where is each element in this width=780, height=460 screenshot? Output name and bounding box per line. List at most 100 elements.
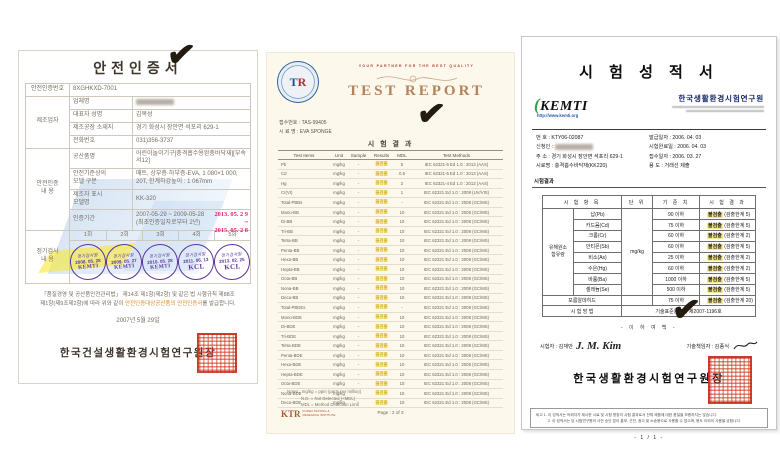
inspection-stamp: 정기검사필 2008. 05. 28 KEMTI [68, 242, 108, 282]
table-row: Hexa-BB mg/kg - 불검출 10 IEC 62321 Ed 1.0 : 200… [278, 254, 503, 265]
checkmark-annotation: ✔ [415, 93, 448, 135]
inspection-stamp: 정기검사필 2011. 06. 13 KCL [176, 242, 216, 282]
report-meta: 접수번호 : TAS-99405 시 료 명 : EVA SPONGE [279, 120, 332, 135]
table-row: Cd mg/kg - 불검출 0.5 IEC 62321-5 Ed 1.0 : 2013 … [278, 169, 503, 180]
results-table-title: 시 험 결 과 [367, 141, 414, 148]
table-row: Hg mg/kg - 불검출 2 IEC 62321-4 Ed 1.0 : 2013 (A… [278, 178, 503, 189]
field-row: 시료명 : 충격흡수바닥재(KK220) [536, 163, 608, 170]
table-row: Deca-BDE mg/kg - 불검출 10 IEC 62321 Ed 1.0 : 20… [278, 398, 503, 409]
receipt-no: TAS-99405 [301, 120, 327, 126]
table-row: Tri-BDE mg/kg - 불검출 10 IEC 62321 Ed 1.0 : 200… [278, 331, 503, 342]
tester-signature: 시험자 : 김재만 J. M. Kim [540, 340, 622, 353]
inspection-rounds-header: 1회 2회 3회 4회 5회 [70, 230, 250, 242]
table-row: 유해원소 함유량 납(Pb) mg/kg 90 이하 불검출 (검출한계 5) [542, 208, 756, 296]
table-row: Total-PBBs mg/kg - 불검출 - IEC 62321 Ed 1.0 : 2… [278, 197, 503, 208]
field-row: 번 호 : KTY06-02087 [536, 135, 584, 141]
institute-block: 한국생활환경시험연구원 [672, 93, 764, 112]
blank-notice: - 이 하 여 백 - [620, 325, 678, 332]
legal-statement: 「품질경영 및 공산품안전관리법」 제14조 제1항(제2항) 및 같은 법 시… [40, 292, 236, 307]
table-row: Total-PBDEs mg/kg - 불검출 - IEC 62321 Ed 1.0 : … [278, 302, 503, 313]
sample-name: EVA SPONGE [299, 128, 332, 135]
official-seal [197, 333, 237, 374]
page-indicator: Page : 2 of 3 [377, 410, 404, 415]
ktr-footer-logo: KTR KOREA TESTING & RESEARCH INSTITUTE [281, 409, 336, 419]
table-row: 제조공장 소재지 경기 화성시 장안면 석포리 629-1 [26, 121, 251, 136]
phone-line-blurred [686, 109, 764, 112]
table-row: Nona-BDE mg/kg - 불검출 10 IEC 62321 Ed 1.0 : 20… [278, 388, 503, 399]
flourish-decoration [325, 70, 508, 88]
table-row: 제조업자 업체명 [25, 95, 251, 149]
table-row: Penta-BB mg/kg - 불검출 10 IEC 62321 Ed 1.0 : 20… [278, 245, 503, 256]
table-row: Nona-BB mg/kg - 불검출 10 IEC 62321 Ed 1.0 : 200… [278, 283, 503, 294]
field-row: 주 소 : 경기 화성시 장안면 석포리 629-1 [536, 153, 623, 160]
table-row: 포름알데히드 75 이하 불검출 (검출한계 20) [541, 294, 756, 307]
table-row: Hepta-BB mg/kg - 불검출 10 IEC 62321 Ed 1.0 : 20… [278, 264, 503, 275]
checkmark-annotation: ✔ [165, 34, 198, 76]
field-row: 시험완료일 : 2006. 04. 03 [649, 144, 707, 151]
table-row: 안전인증 내 용 공산품명 어린이놀이기구[충격흡수용완충바닥재][부속서12] [25, 147, 251, 231]
safety-certificate-document: ✔ 안전인증서 안전인증번호 8XGHKXD-7001 제조업자 업체명 대표자 성… [18, 35, 258, 384]
table-row: Tri-BB mg/kg - 불검출 10 IEC 62321 Ed 1.0 : 2008… [278, 226, 503, 237]
issuer-name: 한국건설생활환경시험연구원장 [59, 347, 217, 360]
inspection-stamp: 정기검사필 2010. 05. 28 KEMTI [140, 242, 180, 282]
table-row: Deca-BB mg/kg - 불검출 10 IEC 62321 Ed 1.0 : 200… [278, 293, 503, 304]
table-row: Cr(VI) mg/kg - 불검출 1 IEC 62321 Ed 1.0 : 2008 … [278, 188, 503, 199]
signature-scribble [733, 341, 758, 350]
table-row: Hexa-BDE mg/kg - 불검출 10 IEC 62321 Ed 1.0 : 20… [278, 359, 503, 371]
table-row: Octa-BDE mg/kg - 불검출 10 IEC 62321 Ed 1.0 : 20… [278, 379, 503, 390]
highlighted-phrase: 안전인증대상공산품의 안전인증서 [124, 300, 203, 307]
checkmark-annotation: ✔ [670, 290, 703, 331]
inspection-stamp: 정기검사필 2013. 02. 25 KCL [212, 242, 252, 282]
field-row: 접수일자 : 2006. 03. 27 [649, 153, 702, 160]
table-row: Mono-BB mg/kg - 불검출 10 IEC 62321 Ed 1.0 : 200… [278, 207, 503, 218]
table-header-row: 시 험 항 목 단 위 기 준 치 시 험 결 과 [541, 195, 756, 210]
kemti-logo: (KEMTI [534, 95, 588, 114]
page-footer: - 1 / 1 - [634, 434, 664, 441]
report-fields: 번 호 : KTY06-02087 신청인 : 주 소 : 경기 화성시 장안면 … [536, 134, 762, 171]
table-row: Di-BB mg/kg - 불검출 10 IEC 62321 Ed 1.0 : 2008 … [278, 216, 503, 227]
signature-script: J. M. Kim [575, 340, 622, 353]
results-table: Test Items Unit Sample Results MDL Test Met… [278, 150, 503, 409]
approver-signature: 기술책임자 : 김종식 [686, 340, 758, 352]
table-row: 수은(Hg) 60 이하 불검출 (검출한계 2) [543, 262, 756, 275]
inspection-stamp: 정기검사필 2009. 05. 27 KEMTI [104, 242, 144, 282]
cert-no-value: 8XGHKXD-7001 [69, 83, 251, 97]
results-table: 시 험 항 목 단 위 기 준 치 시 험 결 과 유해원소 함유량 납(Pb) m… [541, 195, 756, 318]
report-title: TEST REPORT [348, 83, 485, 99]
table-row: 안티몬(Sb) 60 이하 불검출 (검출한계 5) [543, 240, 756, 253]
table-row: Octa-BB mg/kg - 불검출 10 IEC 62321 Ed 1.0 : 200… [278, 274, 503, 285]
table-row: 정기검사 내 용 1회 2회 3회 4회 5회 정기검사필 2008. 05. 28 KEM… [25, 229, 252, 285]
notes-block: Notes : mg/kg = ppm (parts per million) N… [287, 389, 362, 408]
re-certification-dates: 2013. 05. 2 9 ~2015. 05. 2 8 [214, 211, 248, 235]
field-row: 용 도 : 거래선 제출 [649, 163, 690, 170]
report-title: 시 험 성 적 서 [579, 64, 719, 81]
table-row: Mono-BDE mg/kg - 불검출 10 IEC 62321 Ed 1.0 : 20… [278, 312, 503, 323]
table-row: 전화번호 031)356-3737 [26, 134, 251, 149]
table-row: Di-BDE mg/kg - 불검출 10 IEC 62321 Ed 1.0 : 2008… [278, 321, 503, 332]
table-row: Pb mg/kg - 불검출 5 IEC 62321-5 Ed 1.0 : 2013 (A… [278, 159, 503, 170]
table-row: Penta-BDE mg/kg - 불검출 10 IEC 62321 Ed 1.0 : 2… [278, 350, 503, 361]
table-row: Tetra-BDE mg/kg - 불검출 10 IEC 62321 Ed 1.0 : 2… [278, 340, 503, 351]
address-line-blurred [672, 105, 764, 108]
results-section-label: 시험결과 [532, 176, 766, 189]
table-row: Hepta-BDE mg/kg - 불검출 10 IEC 62321 Ed 1.0 : 2… [278, 369, 503, 380]
certificate-table: 안전인증번호 8XGHKXD-7001 제조업자 업체명 대표자 성명 김복성 제조공장… [25, 83, 252, 285]
issue-date: 2007년 5월 29일 [116, 318, 160, 325]
divider [532, 129, 766, 130]
table-header-row: Test Items Unit Sample Results MDL Test Met… [278, 150, 503, 160]
inspection-group-label: 정기검사 내 용 [25, 229, 70, 285]
table-row: 카드뮴(Cd) 75 이하 불검출 (검출한계 5) [543, 219, 756, 231]
institute-name: 한국생활환경시험연구원 [678, 94, 764, 103]
table-row: 인증기간 2007-05-29 ~ 2009-05-28 (최초인증일자로부터 2… [26, 209, 251, 234]
kemti-url: http://www.kemti.org [537, 113, 579, 118]
inspection-stamps: 정기검사필 2008. 05. 28 KEMTI 정기검사필 2009. 05. 27 K… [68, 241, 252, 283]
kemti-test-report-document: 시 험 성 적 서 (KEMTI http://www.kemti.org 한국… [521, 36, 777, 441]
table-row: 시 험 방 법 기술표준원고시 제2007-1196호 [541, 305, 756, 318]
notes-box: 비고 1. 이 성적서는 의뢰자가 제시한 시료 및 시험 명칭의 시험 결과로… [530, 408, 768, 428]
issuer-name: 한국생활환경시험연구원장 [573, 373, 725, 386]
field-row: 신청인 : [536, 143, 649, 152]
certificate-title: 안전인증서 [93, 60, 183, 76]
field-row: 발급일자 : 2006. 04. 03 [649, 135, 702, 141]
